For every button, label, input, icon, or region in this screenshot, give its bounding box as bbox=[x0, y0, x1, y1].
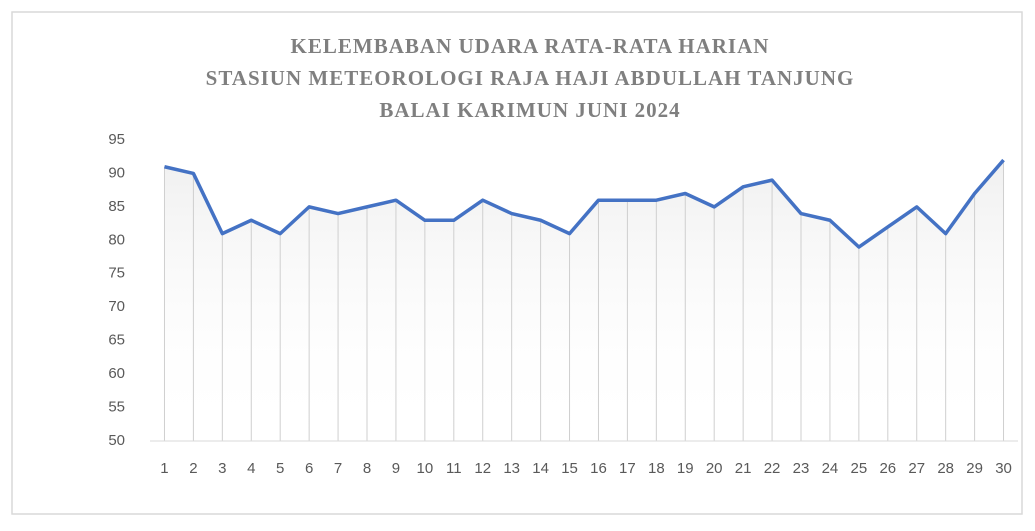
x-tick-label: 3 bbox=[218, 460, 226, 477]
chart-title: STASIUN METEOROLOGI RAJA HAJI ABDULLAH T… bbox=[206, 66, 855, 90]
x-tick-label: 7 bbox=[334, 460, 342, 477]
x-tick-label: 16 bbox=[590, 460, 607, 477]
x-tick-label: 13 bbox=[503, 460, 520, 477]
x-tick-label: 18 bbox=[648, 460, 665, 477]
y-tick-label: 75 bbox=[108, 265, 125, 282]
x-tick-label: 22 bbox=[764, 460, 781, 477]
y-tick-label: 60 bbox=[108, 365, 125, 382]
y-tick-label: 65 bbox=[108, 332, 125, 349]
x-tick-label: 27 bbox=[908, 460, 925, 477]
x-tick-label: 20 bbox=[706, 460, 723, 477]
x-tick-label: 4 bbox=[247, 460, 255, 477]
x-tick-label: 17 bbox=[619, 460, 636, 477]
x-tick-label: 23 bbox=[793, 460, 810, 477]
y-tick-label: 50 bbox=[108, 432, 125, 449]
x-tick-label: 15 bbox=[561, 460, 578, 477]
x-tick-label: 25 bbox=[851, 460, 868, 477]
x-tick-label: 8 bbox=[363, 460, 371, 477]
x-tick-label: 29 bbox=[966, 460, 983, 477]
x-tick-label: 10 bbox=[417, 460, 434, 477]
chart-border bbox=[11, 11, 1023, 515]
x-tick-label: 11 bbox=[446, 460, 462, 477]
y-tick-label: 95 bbox=[108, 131, 125, 148]
x-tick-label: 1 bbox=[160, 460, 168, 477]
x-tick-label: 28 bbox=[937, 460, 954, 477]
y-tick-label: 55 bbox=[108, 399, 125, 416]
x-tick-label: 30 bbox=[995, 460, 1012, 477]
x-tick-label: 9 bbox=[392, 460, 400, 477]
x-tick-label: 2 bbox=[189, 460, 197, 477]
data-line bbox=[164, 158, 1005, 249]
y-tick-label: 80 bbox=[108, 231, 125, 248]
chart-title: BALAI KARIMUN JUNI 2024 bbox=[379, 98, 680, 122]
x-tick-label: 21 bbox=[735, 460, 752, 477]
x-tick-label: 24 bbox=[822, 460, 839, 477]
x-tick-label: 5 bbox=[276, 460, 284, 477]
y-tick-label: 70 bbox=[108, 298, 125, 315]
chart-title: KELEMBABAN UDARA RATA-RATA HARIAN bbox=[291, 34, 770, 58]
x-tick-label: 14 bbox=[532, 460, 549, 477]
y-tick-label: 90 bbox=[108, 164, 125, 181]
x-tick-label: 12 bbox=[474, 460, 491, 477]
area-fill bbox=[164, 160, 1004, 442]
x-tick-label: 19 bbox=[677, 460, 694, 477]
y-tick-label: 85 bbox=[108, 198, 125, 215]
x-tick-label: 6 bbox=[305, 460, 313, 477]
x-tick-label: 26 bbox=[879, 460, 896, 477]
